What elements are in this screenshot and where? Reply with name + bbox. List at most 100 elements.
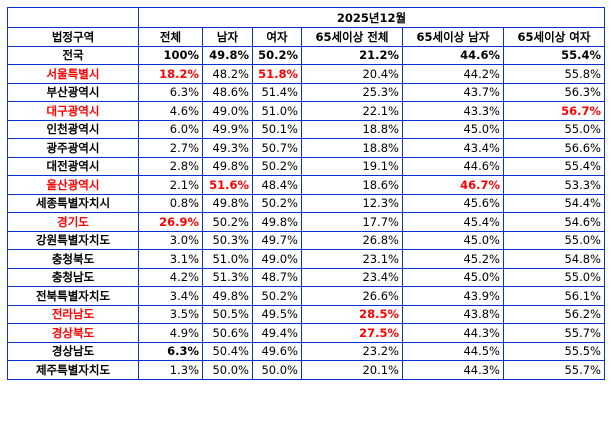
region-name-cell: 서울특별시 xyxy=(7,64,139,84)
table-row: 광주광역시 2.7% 49.3% 50.7% 18.8% 43.4% 56.6% xyxy=(7,138,605,158)
cell-65-total: 19.1% xyxy=(301,156,403,176)
cell-65-total: 18.8% xyxy=(301,138,403,158)
region-name-cell: 부산광역시 xyxy=(7,82,139,102)
region-name-cell: 울산광역시 xyxy=(7,175,139,195)
cell-65-female: 56.3% xyxy=(503,82,605,102)
cell-65-total: 22.1% xyxy=(301,101,403,121)
cell-total: 2.7% xyxy=(138,138,203,158)
cell-total: 6.3% xyxy=(138,341,203,361)
region-name-cell: 강원특별자치도 xyxy=(7,230,139,250)
table-row: 대전광역시 2.8% 49.8% 50.2% 19.1% 44.6% 55.4% xyxy=(7,156,605,176)
cell-female: 50.2% xyxy=(252,156,302,176)
cell-female: 50.1% xyxy=(252,119,302,139)
cell-male: 49.8% xyxy=(202,286,253,306)
cell-male: 48.6% xyxy=(202,82,253,102)
cell-65-male: 44.3% xyxy=(402,360,504,380)
period-header: 2025년12월 xyxy=(138,7,605,28)
table-row: 세종특별자치시 0.8% 49.8% 50.2% 12.3% 45.6% 54.4% xyxy=(7,193,605,213)
cell-male: 49.9% xyxy=(202,119,253,139)
cell-65-total: 27.5% xyxy=(301,323,403,343)
cell-total: 6.3% xyxy=(138,82,203,102)
column-header-65-total: 65세이상 전체 xyxy=(301,27,403,47)
cell-female: 49.7% xyxy=(252,230,302,250)
cell-65-male: 43.8% xyxy=(402,304,504,324)
region-name-cell: 전북특별자치도 xyxy=(7,286,139,306)
table-row: 울산광역시 2.1% 51.6% 48.4% 18.6% 46.7% 53.3% xyxy=(7,175,605,195)
table-row: 인천광역시 6.0% 49.9% 50.1% 18.8% 45.0% 55.0% xyxy=(7,119,605,139)
table-row: 경기도 26.9% 50.2% 49.8% 17.7% 45.4% 54.6% xyxy=(7,212,605,232)
region-name-cell: 인천광역시 xyxy=(7,119,139,139)
population-ratio-table: 2025년12월 법정구역 전체 남자 여자 65세이상 전체 65세이상 남자… xyxy=(7,7,605,380)
cell-65-male: 43.3% xyxy=(402,101,504,121)
cell-65-male: 46.7% xyxy=(402,175,504,195)
cell-female: 49.8% xyxy=(252,212,302,232)
cell-female: 48.4% xyxy=(252,175,302,195)
column-header-female: 여자 xyxy=(252,27,302,47)
cell-male: 51.0% xyxy=(202,249,253,269)
cell-female: 49.4% xyxy=(252,323,302,343)
cell-65-male: 43.4% xyxy=(402,138,504,158)
cell-65-male: 45.2% xyxy=(402,249,504,269)
cell-65-total: 18.6% xyxy=(301,175,403,195)
cell-65-female: 56.2% xyxy=(503,304,605,324)
table-row: 충청북도 3.1% 51.0% 49.0% 23.1% 45.2% 54.8% xyxy=(7,249,605,269)
cell-65-female: 54.6% xyxy=(503,212,605,232)
cell-65-male: 45.4% xyxy=(402,212,504,232)
cell-65-female: 55.4% xyxy=(503,156,605,176)
cell-65-total: 23.2% xyxy=(301,341,403,361)
cell-total: 3.5% xyxy=(138,304,203,324)
cell-65-total: 23.1% xyxy=(301,249,403,269)
cell-female: 48.7% xyxy=(252,267,302,287)
header-blank-cell xyxy=(7,7,139,28)
region-name-cell: 대구광역시 xyxy=(7,101,139,121)
cell-total: 4.2% xyxy=(138,267,203,287)
cell-65-female: 55.7% xyxy=(503,360,605,380)
cell-65-female: 56.6% xyxy=(503,138,605,158)
cell-65-male: 44.2% xyxy=(402,64,504,84)
cell-65-total: 18.8% xyxy=(301,119,403,139)
region-name-cell: 세종특별자치시 xyxy=(7,193,139,213)
table-row: 전라남도 3.5% 50.5% 49.5% 28.5% 43.8% 56.2% xyxy=(7,304,605,324)
cell-65-male: 44.6% xyxy=(402,45,504,65)
cell-female: 51.4% xyxy=(252,82,302,102)
column-header-65-female: 65세이상 여자 xyxy=(503,27,605,47)
region-name-cell: 충청북도 xyxy=(7,249,139,269)
region-name-cell: 대전광역시 xyxy=(7,156,139,176)
cell-male: 50.6% xyxy=(202,323,253,343)
cell-total: 4.6% xyxy=(138,101,203,121)
region-name-cell: 전라남도 xyxy=(7,304,139,324)
cell-total: 3.4% xyxy=(138,286,203,306)
cell-65-female: 55.0% xyxy=(503,119,605,139)
cell-female: 50.7% xyxy=(252,138,302,158)
cell-65-total: 20.1% xyxy=(301,360,403,380)
region-name-cell: 경상남도 xyxy=(7,341,139,361)
cell-male: 50.5% xyxy=(202,304,253,324)
cell-total: 0.8% xyxy=(138,193,203,213)
cell-65-female: 56.7% xyxy=(503,101,605,121)
cell-65-total: 28.5% xyxy=(301,304,403,324)
cell-65-male: 45.6% xyxy=(402,193,504,213)
cell-65-female: 55.5% xyxy=(503,341,605,361)
cell-female: 50.2% xyxy=(252,193,302,213)
cell-65-male: 45.0% xyxy=(402,119,504,139)
table-row: 강원특별자치도 3.0% 50.3% 49.7% 26.8% 45.0% 55.0% xyxy=(7,230,605,250)
region-name-cell: 경기도 xyxy=(7,212,139,232)
table-row: 서울특별시 18.2% 48.2% 51.8% 20.4% 44.2% 55.8% xyxy=(7,64,605,84)
table-row: 경상북도 4.9% 50.6% 49.4% 27.5% 44.3% 55.7% xyxy=(7,323,605,343)
cell-65-total: 23.4% xyxy=(301,267,403,287)
cell-male: 48.2% xyxy=(202,64,253,84)
cell-65-male: 45.0% xyxy=(402,267,504,287)
cell-male: 50.4% xyxy=(202,341,253,361)
cell-male: 49.8% xyxy=(202,193,253,213)
header-row-period: 2025년12월 xyxy=(7,7,605,28)
cell-65-female: 55.4% xyxy=(503,45,605,65)
table-container: 2025년12월 법정구역 전체 남자 여자 65세이상 전체 65세이상 남자… xyxy=(7,7,605,380)
cell-total: 18.2% xyxy=(138,64,203,84)
column-header-65-male: 65세이상 남자 xyxy=(402,27,504,47)
cell-total: 6.0% xyxy=(138,119,203,139)
header-row-columns: 법정구역 전체 남자 여자 65세이상 전체 65세이상 남자 65세이상 여자 xyxy=(7,27,605,47)
cell-female: 50.2% xyxy=(252,45,302,65)
cell-65-male: 43.7% xyxy=(402,82,504,102)
cell-65-male: 44.6% xyxy=(402,156,504,176)
column-header-region: 법정구역 xyxy=(7,27,139,47)
